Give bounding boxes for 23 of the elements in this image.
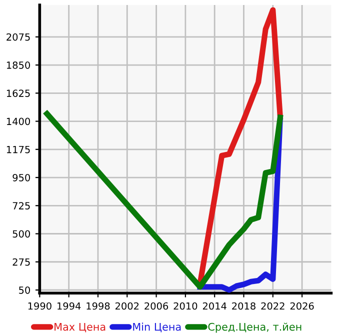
x-tick-label: 2026 — [290, 302, 314, 310]
y-tick-label: 1175 — [6, 146, 30, 154]
x-tick-label: 2010 — [174, 302, 198, 310]
y-tick-label: 275 — [12, 258, 30, 266]
x-tick-label: 2022 — [261, 302, 284, 310]
y-tick-label: 50 — [19, 286, 30, 294]
y-tick-label: 1625 — [6, 90, 30, 97]
x-tick-label: 1990 — [28, 302, 52, 310]
x-tick-label: 1994 — [58, 302, 81, 310]
legend-label: Max Цена — [54, 322, 106, 332]
y-tick-label: 950 — [12, 174, 30, 182]
legend-label: Min Цена — [133, 322, 181, 332]
legend-label: Сред.Цена, т.йен — [208, 322, 302, 333]
y-tick-label: 500 — [12, 230, 30, 238]
x-tick-label: 1998 — [86, 302, 110, 310]
y-tick-label: 1400 — [6, 118, 30, 126]
x-tick-label: 2006 — [144, 302, 168, 310]
x-tick-label: 2002 — [115, 302, 139, 310]
x-tick-label: 2014 — [202, 302, 226, 310]
y-tick-label: 725 — [12, 202, 30, 210]
y-tick-label: 1850 — [6, 62, 30, 69]
x-tick-label: 2018 — [232, 302, 256, 310]
y-tick-label: 2075 — [6, 33, 30, 41]
